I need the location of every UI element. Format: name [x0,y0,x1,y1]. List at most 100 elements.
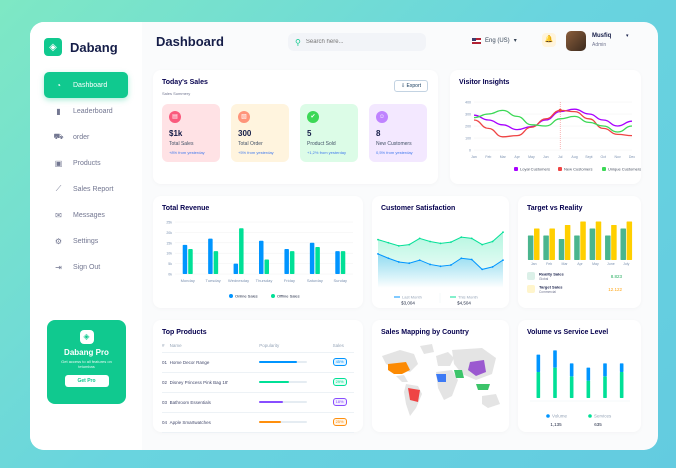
sidebar-item-label: Products [73,159,101,167]
popularity-cell [259,352,333,373]
y-tick-label: 10k [166,252,172,256]
x-tick-label: July [623,262,629,266]
bar-offline-sales [188,249,193,274]
sidebar-item-sign-out[interactable]: ⇥ Sign Out [44,254,128,280]
tile-change: +1,2% from yesterday [307,150,347,155]
column-header: # [162,340,170,353]
area-last-month [378,253,503,288]
x-tick-label: Apr [514,155,520,159]
sidebar-item-dashboard[interactable]: ◔ Dashboard [44,72,128,98]
sidebar-item-label: Sales Report [73,185,114,193]
data-point [450,264,452,266]
customer-satisfaction-chart: Last Month$3,004 This Month$4,504 [377,231,504,306]
promo-logo-icon: ◈ [79,330,94,344]
legend-swatch [602,167,606,171]
legend-label: Services [594,414,612,419]
map-indonesia [476,384,490,390]
bar-reality-sales [574,235,580,260]
bar-reality-sales [605,235,611,260]
top-products-card: Top Products # Name Popularity Sales 01 Home … [153,320,363,433]
y-tick-label: 25k [166,221,172,225]
x-tick-label: Jan [471,155,477,159]
sidebar-item-settings[interactable]: ⚙ Settings [44,228,128,254]
language-selector[interactable]: Eng (US) ▾ [472,37,517,44]
x-tick-label: May [592,262,599,266]
sidebar-item-products[interactable]: ▣ Products [44,150,128,176]
table-row[interactable]: 01 Home Decor Range 45% [162,352,354,373]
row-number: 03 [162,392,170,413]
popularity-bar [259,421,308,423]
bar-online-sales [335,251,340,274]
bar-offline-sales [340,251,346,274]
app-window: ◈ Dabang ◔ Dashboard ▮ Leaderboard ⛟ order ▣ Pr… [30,22,658,450]
sidebar-item-label: Settings [73,237,99,245]
user-menu-chevron-icon[interactable]: ▾ [626,33,629,39]
x-tick-label: May [528,155,535,159]
tile-label: New Customers [376,141,412,147]
legend-label: Last Month [402,295,422,300]
table-row[interactable]: 02 Disney Princess Pink Bag 18' 29% [162,372,354,393]
table-row[interactable]: 04 Apple Smartwatches 25% [162,412,354,433]
sign-out-icon: ⇥ [55,262,62,272]
top-products-title: Top Products [162,329,207,336]
data-point [397,244,400,247]
sidebar-item-order[interactable]: ⛟ order [44,124,128,150]
x-tick-label: Feb [485,155,491,159]
sales-tile: ▧ 300 Total Order +5% from yesterday [231,104,289,162]
logo-icon: ◈ [44,38,62,56]
x-tick-label: Oct [601,155,606,159]
map-australia [482,394,500,408]
search-input[interactable] [305,39,416,45]
sidebar-item-leaderboard[interactable]: ▮ Leaderboard [44,98,128,124]
bar-target-sales [611,225,617,260]
legend-swatch [558,167,562,171]
tile-change: 0,5% from yesterday [376,150,413,155]
column-header: Popularity [259,340,333,353]
sales-mapping-card: Sales Mapping by Country [372,320,509,432]
sidebar-item-label: Leaderboard [73,107,113,115]
sidebar: ◈ Dabang ◔ Dashboard ▮ Leaderboard ⛟ order ▣ Pr… [30,22,142,450]
table-row[interactable]: 03 Bathroom Essentials 18% [162,392,354,413]
stacked-bar-services [569,376,574,398]
sidebar-item-messages[interactable]: ✉ Messages [44,202,128,228]
sidebar-item-sales-report[interactable]: ⟋ Sales Report [44,176,128,202]
x-tick-label: Nov [615,155,621,159]
y-tick-label: 400 [465,101,471,105]
bar-reality-sales [527,235,534,260]
us-flag-icon [472,37,481,44]
x-tick-label: Saturday [307,278,323,283]
target-vs-reality-card: Target vs Reality Jan Feb Mar Apr May June Jul… [518,196,641,308]
y-tick-label: 20k [166,231,172,235]
user-name: Musfiq [592,33,612,39]
search-bar[interactable]: ⚲ [288,33,426,51]
column-header: Name [169,340,260,353]
legend-swatch [588,414,592,418]
data-point [439,242,442,245]
bar-target-sales [564,225,571,260]
notification-bell-icon[interactable]: 🔔 [542,33,556,47]
bar-offline-sales [264,259,269,274]
sales-subtitle: Sales Summery [162,91,191,96]
avatar[interactable] [566,31,586,51]
map-china [468,360,486,376]
legend-sub: Global [539,277,549,281]
legend-label: Loyal Customers [520,167,550,172]
product-name: Bathroom Essentials [169,392,260,413]
x-tick-label: Thursday [256,278,273,283]
get-pro-button[interactable]: Get Pro [64,375,109,387]
x-tick-label: Mar [500,155,507,159]
brand-logo[interactable]: ◈ Dabang [44,38,118,56]
x-tick-label: Dec [629,155,635,159]
volume-service-chart: Volume 1,135 Services 635 [530,350,630,427]
product-name: Apple Smartwatches [169,412,260,433]
target-vs-reality-title: Target vs Reality [527,205,583,212]
bar-online-sales [208,238,213,274]
data-point [387,241,390,244]
stacked-bar-services [619,372,624,398]
export-button[interactable]: ⇩ Export [393,80,428,92]
stacked-bar-volume [569,363,574,377]
legend-label: New Customers [564,167,592,172]
x-tick-label: June [607,262,615,266]
tile-value: $1k [169,129,183,138]
todays-sales-card: Today's Sales Sales Summery ⇩ Export ▤ $1… [153,70,438,184]
